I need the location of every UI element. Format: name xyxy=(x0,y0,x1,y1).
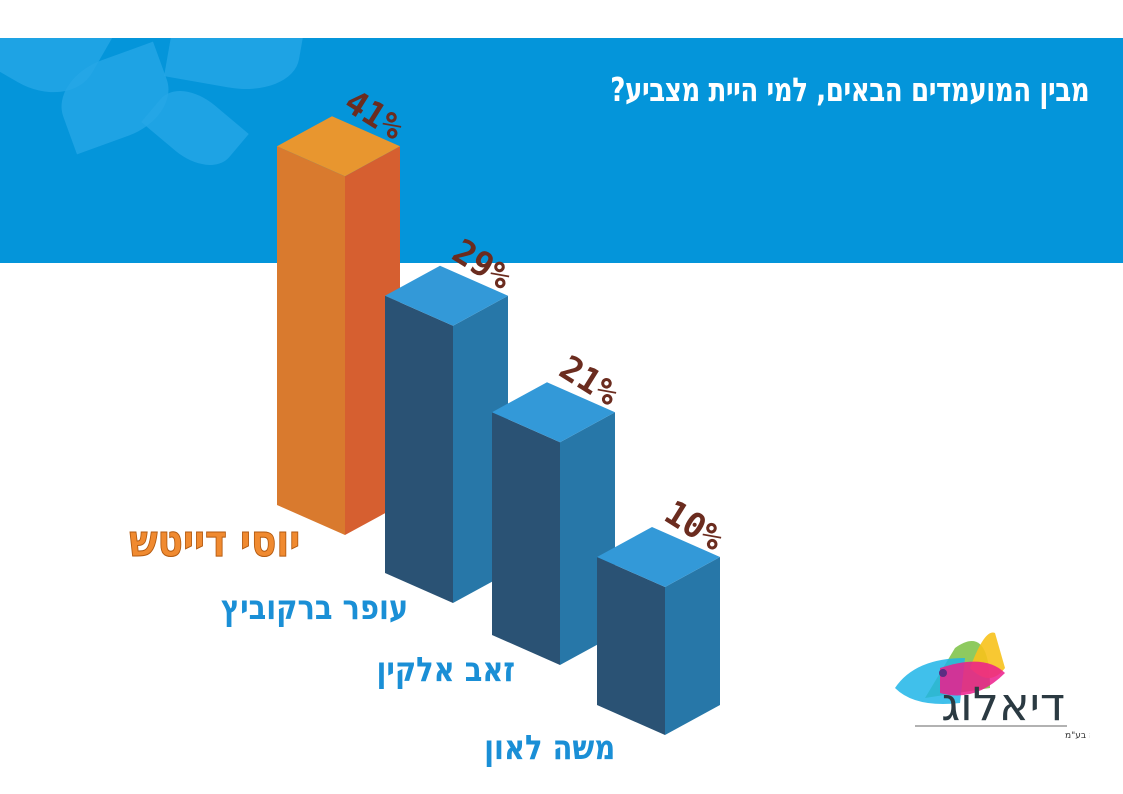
bar-top-face xyxy=(492,382,615,443)
category-label: עופר ברקוביץ xyxy=(220,588,408,628)
bar-top-face xyxy=(597,527,720,587)
bar-front-face xyxy=(277,146,345,535)
logo-tagline: יעוץ ארגוני, מחקר והדרכה בע"מ xyxy=(1065,731,1090,741)
header-band xyxy=(0,38,1123,263)
logo-wordmark: דיאלוג xyxy=(941,677,1065,731)
bar-front-face xyxy=(597,557,665,735)
category-label: זאב אלקין xyxy=(376,650,515,690)
bar-front-face xyxy=(492,412,560,665)
category-label: משה לאון xyxy=(483,728,615,768)
category-label: יוסי דייטש xyxy=(128,516,300,568)
bar-side-face xyxy=(665,557,720,735)
dialog-logo: דיאלוג יעוץ ארגוני, מחקר והדרכה בע"מ xyxy=(895,632,1090,741)
bar-top-face xyxy=(385,265,508,326)
bar-top-face xyxy=(277,116,400,177)
bar-front-face xyxy=(385,295,453,603)
page-title: מבין המועמדים הבאים, למי היית מצביע? xyxy=(610,70,1089,109)
